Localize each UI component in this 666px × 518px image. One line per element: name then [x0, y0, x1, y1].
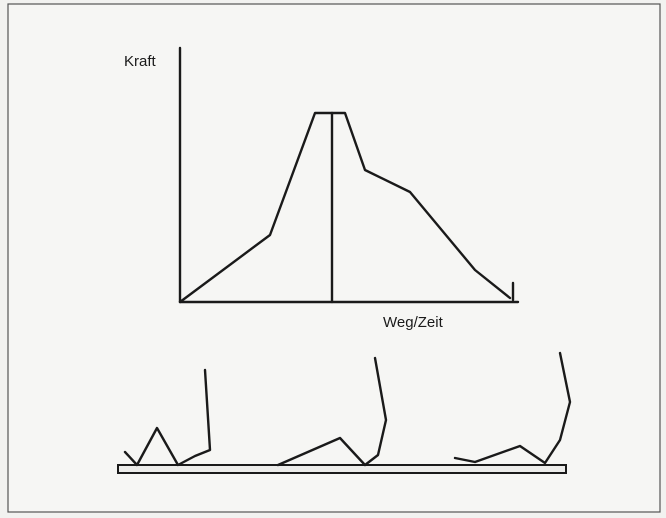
foot-phase-2: [276, 356, 388, 467]
force-curve: [178, 111, 512, 304]
foot-phase-3: [453, 351, 572, 465]
ground: [117, 464, 567, 474]
foot-phase-1: [123, 368, 212, 467]
x-axis-label: Weg/Zeit: [383, 314, 444, 331]
frame: [7, 3, 661, 513]
y-axis-label: Kraft: [124, 53, 157, 70]
